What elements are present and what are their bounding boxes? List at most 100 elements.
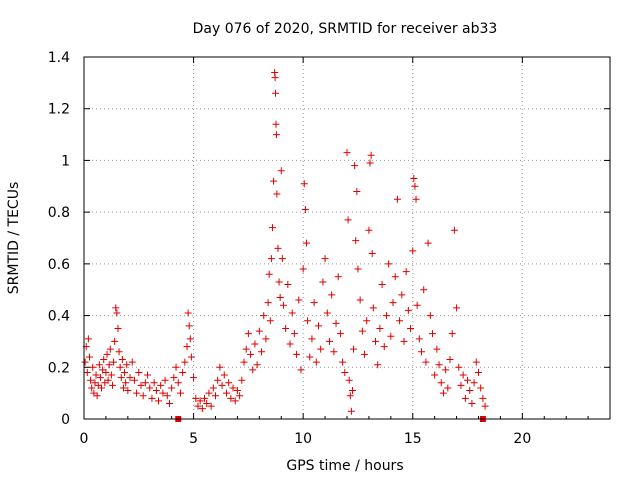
data-point: [251, 340, 259, 348]
data-point: [472, 358, 480, 366]
data-point: [351, 162, 359, 170]
data-point: [113, 309, 121, 317]
data-point: [236, 392, 244, 400]
data-point: [310, 299, 318, 307]
data-point: [105, 361, 113, 369]
data-point: [100, 356, 108, 364]
data-point: [207, 402, 215, 410]
data-point: [420, 286, 428, 294]
data-point: [321, 255, 329, 263]
data-point: [123, 361, 131, 369]
data-point: [103, 350, 111, 358]
data-point: [444, 384, 452, 392]
data-point: [92, 371, 100, 379]
data-point: [315, 322, 323, 330]
data-point: [88, 384, 96, 392]
data-point: [240, 358, 248, 366]
data-point: [413, 301, 421, 309]
data-point: [122, 379, 130, 387]
data-point: [209, 384, 217, 392]
data-point: [187, 353, 195, 361]
data-point: [102, 368, 110, 376]
data-point: [267, 255, 275, 263]
data-point: [282, 325, 290, 332]
data-point: [369, 304, 377, 312]
data-point: [104, 376, 112, 384]
data-point: [424, 239, 432, 247]
data-point: [161, 376, 169, 384]
data-point: [470, 379, 478, 387]
data-point: [365, 226, 373, 234]
data-point: [172, 363, 180, 371]
y-tick-label: 0.8: [48, 205, 70, 221]
data-point: [437, 379, 445, 387]
data-point: [272, 131, 280, 139]
data-point: [400, 337, 408, 345]
data-point: [83, 368, 91, 376]
data-point: [422, 358, 430, 366]
data-point: [118, 356, 126, 364]
data-point: [306, 353, 314, 361]
data-point: [124, 387, 132, 395]
data-point: [89, 363, 97, 371]
data-point: [439, 389, 447, 397]
data-point: [455, 363, 463, 371]
data-point: [141, 379, 149, 387]
y-tick-label: 0.6: [48, 257, 70, 273]
data-point: [139, 392, 147, 400]
data-point: [302, 239, 310, 247]
data-point: [242, 345, 250, 353]
data-point: [165, 399, 173, 407]
data-point: [227, 394, 235, 402]
data-point: [301, 206, 309, 214]
data-point: [299, 265, 307, 273]
data-point: [181, 358, 189, 366]
data-point: [446, 356, 454, 364]
data-point: [426, 312, 434, 320]
data-point: [85, 353, 93, 361]
x-tick-label: 10: [294, 431, 312, 447]
data-point: [216, 363, 224, 371]
data-point: [255, 327, 263, 335]
data-point: [179, 368, 187, 376]
data-point: [431, 371, 439, 379]
data-point: [276, 293, 284, 301]
data-point: [293, 350, 301, 358]
data-point: [112, 304, 120, 312]
data-point: [304, 317, 312, 325]
data-point: [407, 325, 415, 332]
data-point: [98, 384, 106, 392]
data-point: [155, 397, 163, 405]
data-point: [334, 273, 342, 281]
data-point: [174, 379, 182, 387]
data-point: [363, 317, 371, 325]
data-point: [380, 343, 388, 351]
data-point: [115, 348, 123, 356]
data-point: [481, 402, 489, 410]
data-point: [475, 368, 482, 376]
data-point: [433, 345, 441, 353]
data-point: [249, 366, 257, 374]
data-point: [385, 260, 393, 268]
data-points: [81, 69, 489, 422]
data-point: [297, 366, 305, 374]
y-tick-label: 1: [61, 153, 70, 169]
data-point: [81, 358, 89, 366]
data-point: [225, 379, 233, 387]
data-point: [350, 345, 358, 353]
data-point: [389, 299, 397, 307]
data-point: [448, 330, 456, 338]
data-point: [190, 374, 198, 382]
data-point: [332, 319, 340, 327]
data-point: [376, 325, 384, 332]
data-point: [176, 389, 184, 397]
data-point: [428, 330, 436, 338]
data-point: [150, 379, 158, 387]
data-point: [404, 306, 412, 314]
data-point: [247, 350, 255, 358]
data-point: [415, 335, 423, 343]
data-point: [196, 397, 204, 405]
data-point: [358, 327, 366, 335]
data-point: [450, 226, 458, 234]
